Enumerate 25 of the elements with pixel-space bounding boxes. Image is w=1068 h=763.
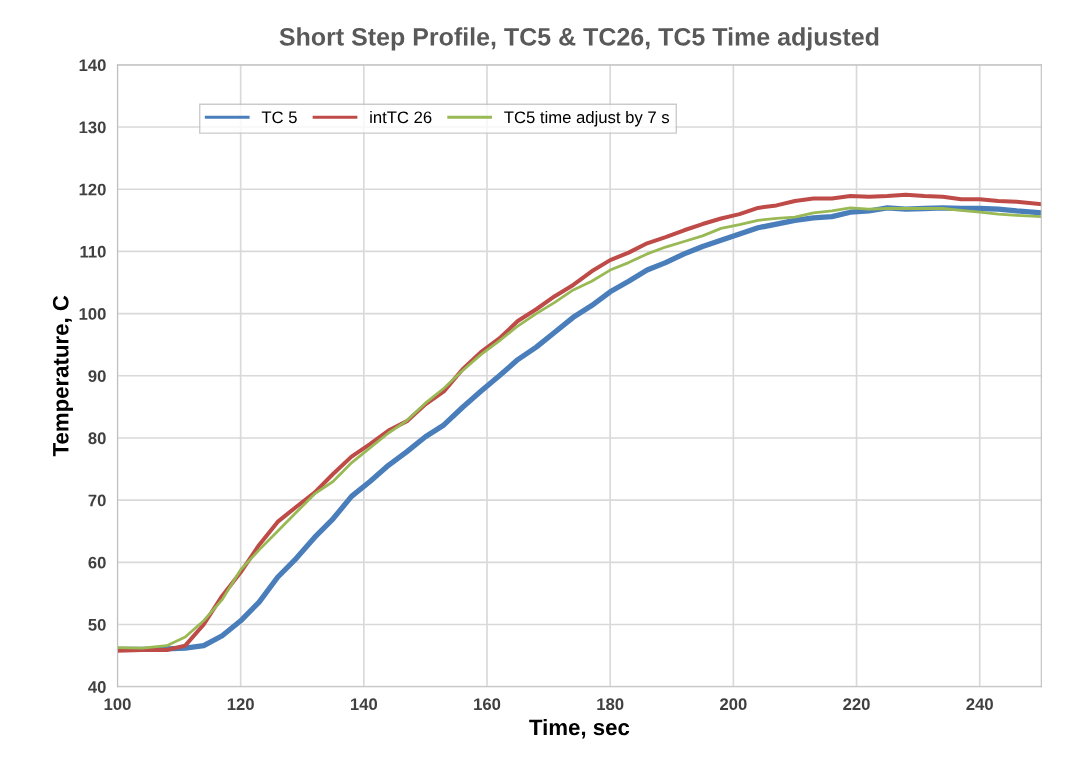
y-tick-label: 110 <box>80 245 106 258</box>
legend-label: intTC 26 <box>370 110 432 124</box>
y-tick-label: 50 <box>88 618 106 631</box>
y-tick-label: 40 <box>88 681 106 693</box>
y-tick-label: 80 <box>88 432 106 445</box>
chart-title: Short Step Profile, TC5 & TC26, TC5 Time adjusted <box>279 27 879 51</box>
x-tick-label: 240 <box>966 698 993 711</box>
x-axis-title: Time, sec <box>529 718 630 739</box>
legend-label: TC 5 <box>261 111 297 124</box>
x-tick-label: 160 <box>474 698 501 711</box>
y-tick-label: 70 <box>88 494 106 507</box>
x-tick-label: 180 <box>597 698 624 711</box>
x-tick-label: 220 <box>843 698 870 711</box>
y-axis-title: Temperature, C <box>52 295 74 457</box>
y-tick-label: 140 <box>79 59 106 72</box>
legend-label: TC5 time adjust by 7 s <box>504 110 670 127</box>
y-tick-label: 100 <box>79 307 106 320</box>
x-tick-label: 100 <box>104 698 131 711</box>
y-tick-label: 130 <box>79 121 106 134</box>
x-tick-label: 140 <box>350 698 378 711</box>
y-tick-label: 60 <box>88 556 106 569</box>
y-tick-label: 90 <box>88 370 106 382</box>
y-tick-label: 120 <box>79 183 106 196</box>
x-tick-label: 120 <box>227 698 254 711</box>
x-tick-label: 200 <box>720 698 747 711</box>
